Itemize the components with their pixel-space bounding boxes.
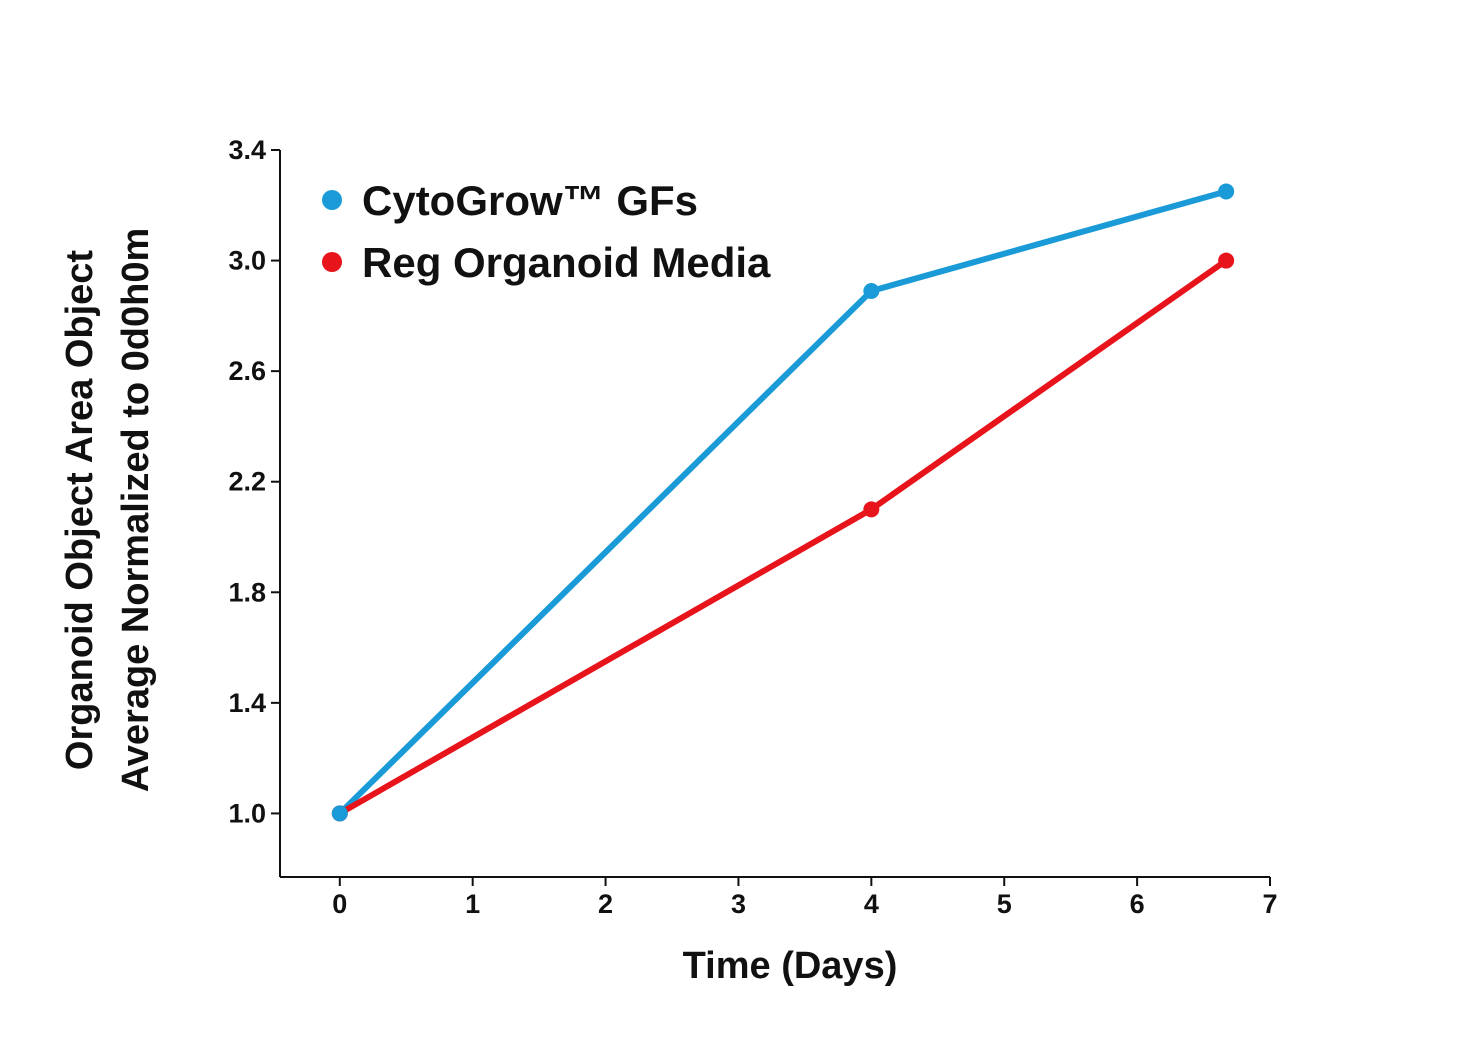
x-tick-label: 1 (465, 889, 480, 919)
x-tick-label: 3 (731, 889, 746, 919)
data-point-series-0 (331, 805, 348, 822)
y-tick-label: 1.8 (228, 577, 266, 607)
y-tick-label: 2.2 (228, 467, 266, 497)
y-axis-title-line: Average Normalized to 0d0h0m (115, 228, 157, 793)
data-point-series-1 (1218, 252, 1235, 269)
y-tick-label: 2.6 (228, 356, 266, 386)
legend-marker (322, 190, 342, 210)
x-tick-label: 0 (332, 889, 347, 919)
y-tick-label: 3.0 (228, 246, 266, 276)
x-tick-label: 4 (864, 889, 879, 919)
data-point-series-0 (863, 282, 880, 299)
y-tick-label: 3.4 (228, 135, 266, 165)
legend-marker (322, 252, 342, 272)
legend-label: Reg Organoid Media (362, 239, 771, 286)
x-axis-title: Time (Days) (683, 945, 898, 987)
x-tick-label: 7 (1262, 889, 1277, 919)
series-line-1 (336, 257, 1230, 817)
y-axis-title-line: Organoid Object Area Object (59, 250, 101, 770)
data-point-series-1 (863, 501, 880, 518)
legend-label: CytoGrow™ GFs (362, 177, 698, 224)
data-point-series-0 (1218, 183, 1235, 200)
x-tick-label: 5 (997, 889, 1012, 919)
legend: CytoGrow™ GFs Reg Organoid Media (322, 177, 771, 286)
x-tick-label: 2 (598, 889, 613, 919)
y-tick-label: 1.0 (228, 798, 266, 828)
series-layer (331, 183, 1235, 822)
axis-titles: Time (Days) Organoid Object Area Object Av… (59, 228, 897, 987)
axes: 1.0 1.4 1.8 2.2 2.6 3.0 3.4 0 1 2 3 4 5 6 7 (228, 135, 1277, 919)
x-tick-label: 6 (1130, 889, 1145, 919)
y-tick-label: 1.4 (228, 688, 266, 718)
